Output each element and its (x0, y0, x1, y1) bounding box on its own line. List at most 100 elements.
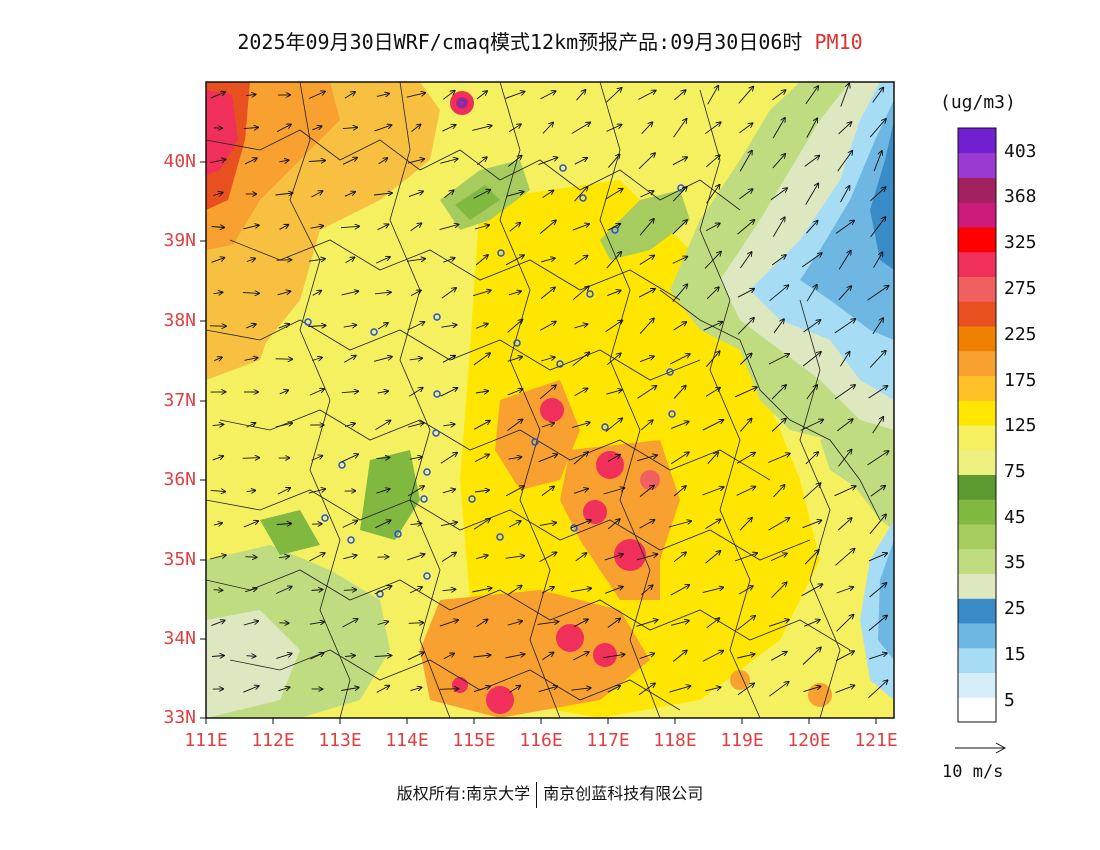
wind-arrow (440, 453, 457, 464)
wind-arrow (406, 93, 425, 98)
wind-arrow (312, 126, 321, 130)
wind-arrow (312, 291, 322, 296)
wind-arrow (873, 151, 882, 172)
wind-arrow (374, 125, 392, 132)
wind-arrow (873, 252, 883, 268)
wind-arrow (309, 553, 324, 562)
wind-arrow (473, 686, 490, 693)
wind-arrow (308, 489, 325, 494)
wind-arrow (801, 253, 822, 268)
lon-label-117e: 117E (586, 730, 630, 751)
wind-arrow (508, 291, 521, 296)
wind-arrow (507, 621, 522, 626)
colorbar-segment (958, 573, 996, 599)
wind-arrow (869, 351, 886, 368)
wind-arrow (607, 686, 620, 693)
wind-arrow (639, 219, 654, 236)
wind-arrow (638, 289, 655, 298)
wind-arrow (705, 122, 720, 135)
wind-arrow (607, 455, 620, 462)
wind-arrow (374, 586, 392, 595)
wind-arrow (340, 226, 359, 227)
wind-arrow (702, 487, 723, 496)
wind-arrow (440, 159, 457, 164)
wind-arrow (738, 87, 754, 104)
wind-arrow (838, 286, 852, 301)
wind-arrow (740, 252, 751, 269)
wind-arrow (834, 385, 855, 400)
wind-arrow (704, 252, 721, 269)
colorbar-segment (958, 623, 996, 649)
wind-arrow (638, 153, 655, 170)
wind-arrow (245, 158, 257, 165)
wind-arrow (243, 225, 259, 230)
wind-arrow (770, 652, 787, 661)
wind-arrow (737, 318, 754, 335)
wind-arrow (343, 356, 356, 363)
wind-arrow (868, 553, 887, 562)
wind-arrow (310, 653, 323, 660)
wind-arrow (801, 584, 823, 597)
wind-arrow (311, 590, 323, 591)
wind-arrow (243, 621, 258, 626)
wind-arrow (408, 423, 424, 428)
lon-label-114e: 114E (385, 730, 429, 751)
wind-reference-arrow (955, 742, 1007, 754)
wind-arrow (673, 386, 686, 399)
wind-arrow (378, 158, 388, 165)
wind-arrow (472, 588, 491, 593)
lon-label-118e: 118E (653, 730, 697, 751)
wind-arrow (342, 127, 357, 128)
wind-arrow (442, 489, 455, 494)
wind-arrow (705, 223, 720, 231)
wind-arrow (605, 418, 622, 433)
wind-arrow (275, 423, 292, 428)
wind-arrow (542, 652, 553, 660)
wind-arrow (669, 354, 690, 365)
wind-arrow (542, 123, 553, 134)
wind-arrow (606, 252, 622, 269)
wind-arrow (308, 92, 325, 99)
wind-arrow (670, 452, 689, 465)
wind-arrow (638, 91, 655, 100)
colorbar-label: 368 (1004, 186, 1037, 207)
wind-arrow (440, 522, 457, 527)
wind-arrow (408, 652, 424, 661)
wind-arrow (442, 125, 455, 132)
wind-arrow (377, 391, 388, 393)
colorbar-segment (958, 301, 996, 327)
wind-arrow (837, 151, 853, 172)
wind-arrow (603, 654, 624, 659)
wind-arrow (476, 619, 487, 627)
wind-arrow (508, 124, 521, 133)
wind-arrow (702, 651, 724, 662)
wind-arrow (242, 458, 260, 459)
lat-label-33n: 33N (163, 707, 196, 728)
wind-arrow (409, 587, 422, 594)
wind-arrow (505, 556, 525, 559)
wind-arrow (344, 192, 355, 197)
wind-arrow (474, 454, 489, 463)
wind-arrow (441, 553, 456, 562)
wind-arrow (278, 324, 289, 329)
wind-arrow (770, 188, 787, 201)
wind-arrow (508, 457, 522, 459)
wind-arrow (605, 320, 623, 332)
wind-arrow (606, 88, 621, 103)
wind-arrow (576, 90, 586, 101)
wind-arrow (210, 159, 225, 164)
colorbar-label: 275 (1004, 278, 1037, 299)
wind-arrow (509, 521, 520, 528)
wind-arrow (214, 357, 222, 360)
wind-arrow (211, 620, 224, 627)
wind-vectors (209, 84, 889, 699)
wind-arrow (375, 257, 390, 264)
wind-arrow (411, 124, 420, 132)
copyright-right: 南京创蓝科技有限公司 (543, 784, 704, 803)
wind-arrow (377, 622, 389, 625)
wind-arrow (308, 161, 325, 162)
wind-arrow (505, 654, 524, 659)
map-title: 2025年09月30日WRF/cmaq模式12km预报产品:09月30日06时 … (0, 26, 1100, 55)
wind-arrow (539, 523, 556, 526)
wind-arrow (870, 187, 886, 202)
